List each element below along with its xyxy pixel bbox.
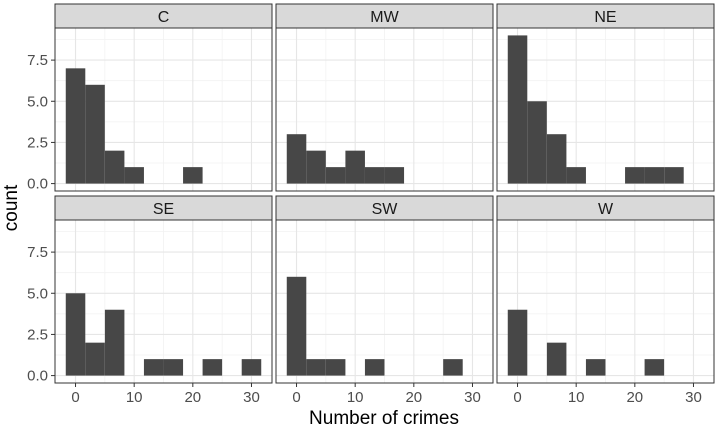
histogram-bar [384, 167, 405, 184]
histogram-bar [306, 150, 326, 184]
x-axis-title: Number of crimes [309, 408, 459, 429]
histogram-bar [644, 167, 665, 184]
histogram-bar [546, 342, 567, 376]
facet-strip [54, 195, 273, 221]
histogram-bar [345, 150, 365, 184]
facet-strip [496, 195, 715, 221]
facet-panel-c: C 0.0 2.5 5.0 7.5 [27, 3, 273, 193]
histogram-bar [104, 309, 125, 376]
facet-panel-mw: MW [275, 3, 494, 192]
facet-strip-label: C [158, 9, 170, 26]
facet-strip-label: SE [153, 201, 174, 218]
histogram-bar [443, 359, 463, 376]
facet-strip [54, 3, 273, 29]
x-tick-label: 0 [71, 389, 79, 406]
facet-panel-sw: SW 0 10 20 30 [275, 195, 494, 406]
histogram-bar [65, 68, 86, 184]
y-tick-label: 5.0 [27, 285, 48, 302]
histogram-bar [286, 134, 307, 184]
y-tick-label: 7.5 [27, 244, 48, 261]
y-tick-label: 5.0 [27, 93, 48, 110]
x-tick-label: 30 [243, 389, 260, 406]
x-tick-label: 20 [405, 389, 422, 406]
facet-strip-label: W [598, 201, 614, 218]
histogram-bar [507, 35, 528, 184]
histogram-bar [163, 359, 184, 376]
histogram-bar [625, 167, 645, 184]
y-tick-label: 0.0 [27, 368, 48, 385]
x-tick-label: 10 [126, 389, 143, 406]
facet-strip [275, 3, 494, 29]
histogram-bar [183, 167, 203, 184]
histogram-bar [566, 167, 586, 184]
x-tick-label: 30 [464, 389, 481, 406]
x-tick-label: 30 [685, 389, 702, 406]
histogram-bar [202, 359, 223, 376]
histogram-bar [585, 359, 606, 376]
y-tick-label: 2.5 [27, 134, 48, 151]
histogram-bar [65, 293, 86, 376]
histogram-bar [306, 359, 326, 376]
x-tick-label: 0 [513, 389, 521, 406]
histogram-bar [143, 359, 164, 376]
histogram-bar [325, 167, 346, 184]
histogram-bar [644, 359, 665, 376]
histogram-bar [241, 359, 262, 376]
facet-strip-label: MW [370, 9, 399, 26]
histogram-bar [364, 359, 385, 376]
histogram-bar [286, 276, 307, 376]
histogram-bar [325, 359, 346, 376]
facet-panel-w: W 0 10 20 30 [496, 195, 715, 406]
x-tick-label: 20 [184, 389, 201, 406]
y-tick-label: 7.5 [27, 52, 48, 69]
histogram-bar [85, 84, 105, 184]
x-tick-label: 10 [568, 389, 585, 406]
histogram-bar [507, 309, 528, 376]
histogram-bar [364, 167, 385, 184]
facet-panel-se: SE 0.0 2.5 5.0 7.5 0 10 20 30 [27, 195, 273, 406]
y-tick-label: 0.0 [27, 176, 48, 193]
histogram-bar [664, 167, 684, 184]
histogram-bar [85, 342, 105, 376]
facet-strip-label: SW [372, 201, 399, 218]
x-tick-label: 10 [347, 389, 364, 406]
histogram-bar [124, 167, 144, 184]
histogram-bar [527, 101, 547, 184]
y-axis-title: count [1, 184, 22, 231]
facet-strip [275, 195, 494, 221]
x-tick-label: 20 [626, 389, 643, 406]
facet-strip [496, 3, 715, 29]
facet-strip-label: NE [594, 9, 616, 26]
histogram-bar [104, 150, 125, 184]
y-tick-label: 2.5 [27, 326, 48, 343]
facet-panel-ne: NE [496, 3, 715, 192]
histogram-bar [546, 134, 567, 184]
x-tick-label: 0 [292, 389, 300, 406]
